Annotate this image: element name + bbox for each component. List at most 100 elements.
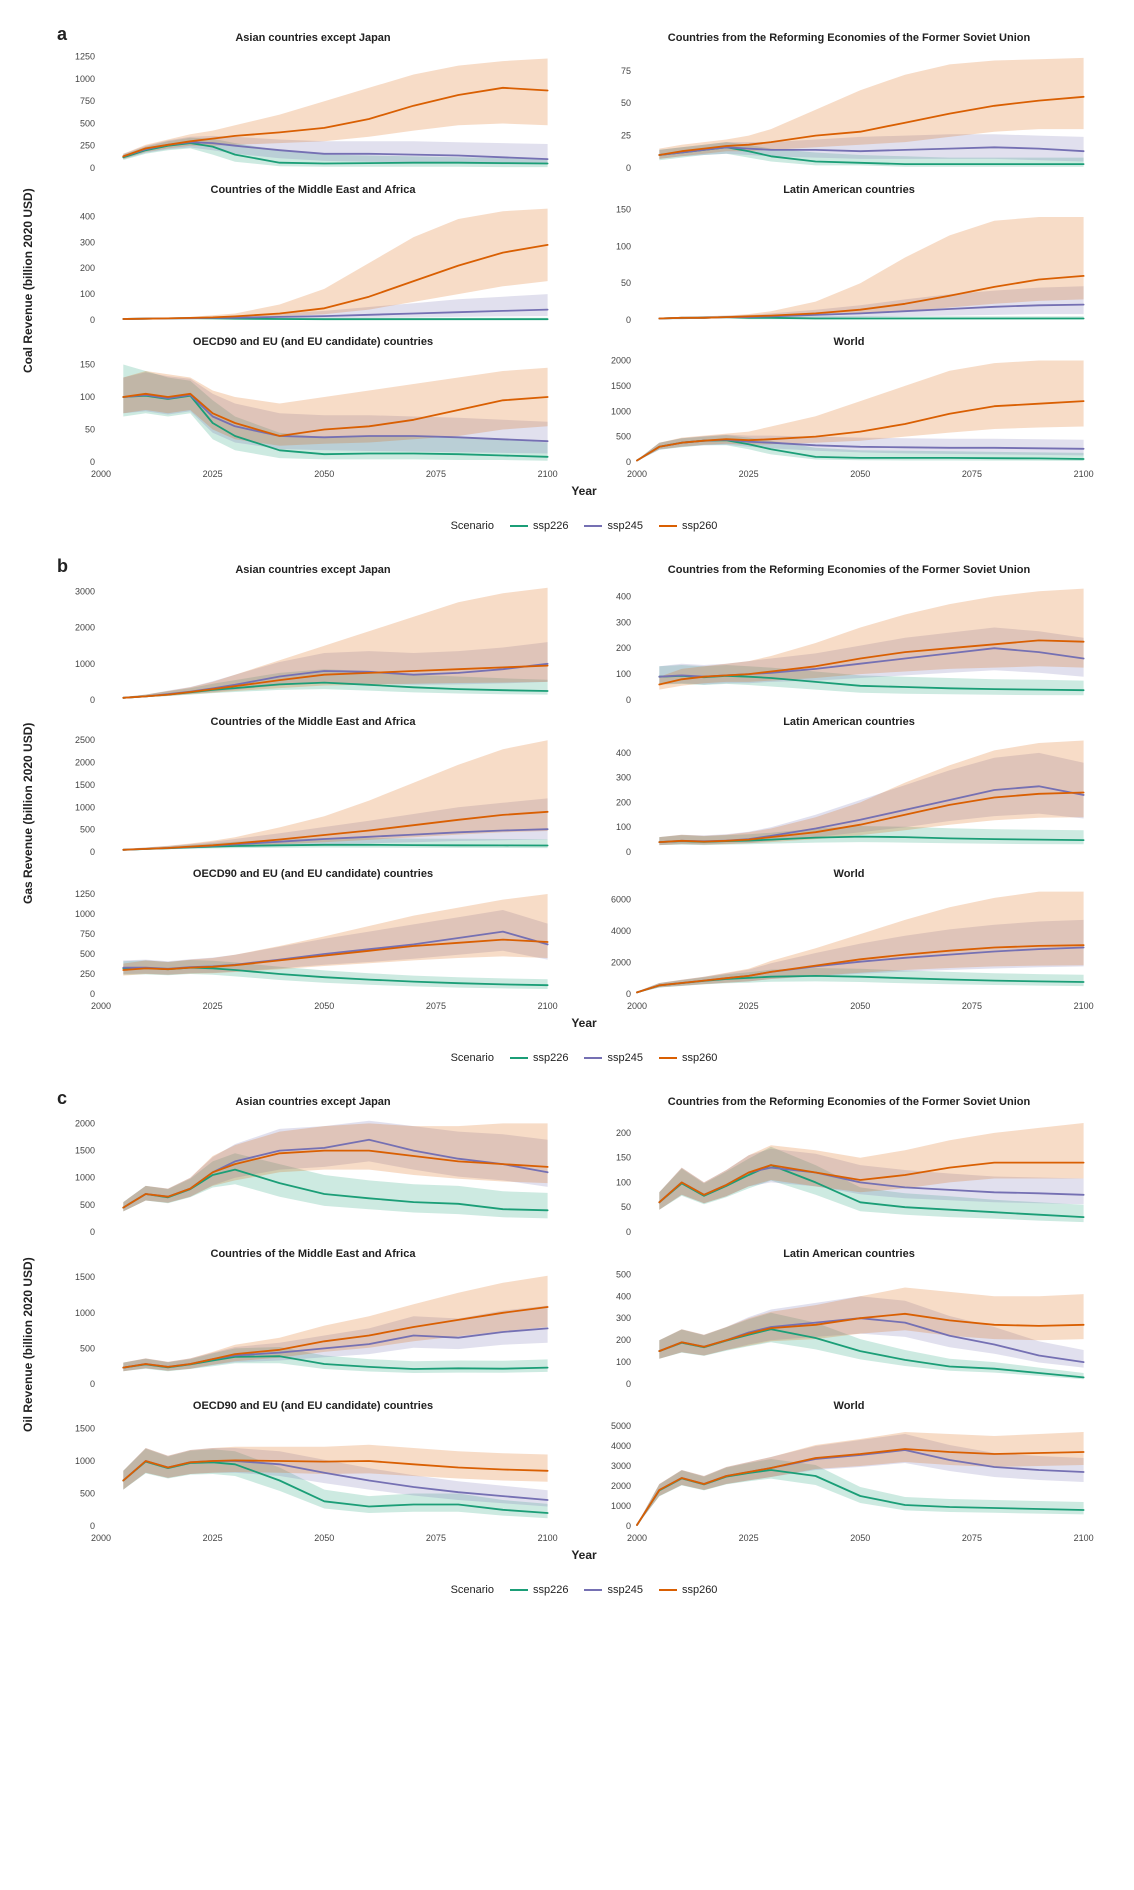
y-tick-label: 3000 [75,586,95,596]
facet-title: Latin American countries [783,716,915,728]
panel-letter: a [57,24,68,44]
x-tick-label: 2075 [962,1001,982,1011]
confidence-band-ssp245 [123,798,548,851]
facet-chart-svg: 0 50 100 150 200 [616,1123,1085,1237]
legend-title: Scenario [450,1052,494,1064]
y-tick-label: 400 [616,748,631,758]
facet-chart-svg: 0 100 200 300 400 500 [616,1269,1085,1389]
line-ssp260 [658,95,1085,156]
facet: OECD90 and EU (and EU candidate) countri… [53,866,573,1014]
y-tick-label: 0 [626,163,631,173]
x-tick-label: 2025 [739,469,759,479]
line-ssp260 [122,810,549,851]
y-tick-label: 0 [90,1379,95,1389]
x-tick-label: 2075 [962,469,982,479]
confidence-band-ssp226 [123,1347,548,1373]
line-ssp260 [658,275,1085,320]
facet-chart-svg: 0 500 1000 1500 [75,1272,549,1389]
y-tick-label: 500 [80,825,95,835]
facet-grid: Asian countries except Japan 0 500 1000 1500… [53,1094,1115,1546]
y-tick-label: 0 [90,989,95,999]
legend-entry-label: ssp260 [681,520,718,532]
y-tick-label: 750 [80,96,95,106]
y-tick-label: 5000 [611,1421,631,1431]
legend-entry-ssp260: ssp260 [658,1584,717,1596]
facet-title: Countries from the Reforming Economies o… [667,1096,1031,1108]
facet: Countries of the Middle East and Africa 0… [53,182,573,330]
facet: Latin American countries 0 50 100 150 [589,182,1109,330]
facet: Countries of the Middle East and Africa 0… [53,714,573,862]
legend-line-swatch [658,1057,677,1059]
confidence-band-ssp245 [123,910,548,975]
x-tick-label: 2000 [91,1001,111,1011]
confidence-band-ssp260 [659,57,1084,159]
legend-line-swatch [509,1057,528,1059]
y-tick-label: 100 [80,289,95,299]
legend-entry-ssp226: ssp226 [509,1584,568,1596]
line-ssp260 [122,664,549,699]
y-tick-label: 0 [90,1521,95,1531]
facet-chart-svg: 0 100 200 300 400 [616,588,1085,705]
x-tick-label: 2050 [314,1001,334,1011]
x-tick-label: 2000 [627,469,647,479]
confidence-band-ssp260 [123,894,548,976]
x-tick-label: 2000 [91,469,111,479]
y-tick-label: 75 [621,66,631,76]
y-tick-label: 6000 [611,894,631,904]
y-tick-label: 0 [626,315,631,325]
y-tick-label: 300 [616,617,631,627]
y-tick-label: 4000 [611,1441,631,1451]
legend-title: Scenario [450,520,494,532]
confidence-band-ssp260 [659,740,1084,846]
y-tick-label: 200 [616,1335,631,1345]
line-ssp260 [122,1306,549,1369]
y-tick-label: 300 [80,237,95,247]
confidence-band-ssp245 [637,1434,1084,1526]
x-tick-label: 2025 [203,1533,223,1543]
y-axis-label: Coal Revenue (billion 2020 USD) [21,188,35,374]
confidence-band-ssp260 [123,587,548,699]
legend-entry-ssp245: ssp245 [584,1052,643,1064]
confidence-band-ssp260 [637,360,1084,461]
y-tick-label: 750 [80,929,95,939]
x-tick-label: 2025 [203,469,223,479]
line-ssp260 [636,400,1085,462]
y-tick-label: 2000 [611,356,631,366]
y-tick-label: 150 [80,360,95,370]
facet-chart-svg: 0 100 200 300 400 [616,740,1085,857]
facet: Asian countries except Japan 0 1000 2000 300… [53,562,573,710]
y-tick-label: 50 [85,425,95,435]
facet-chart-svg: 0 25 50 75 [621,57,1085,173]
legend-entry-ssp260: ssp260 [658,1052,717,1064]
line-ssp260 [122,1459,549,1482]
y-tick-label: 200 [616,797,631,807]
y-tick-label: 4000 [611,926,631,936]
y-tick-label: 0 [626,847,631,857]
facet: Latin American countries 0 100 200 300 400 500 [589,1246,1109,1394]
y-axis-label: Gas Revenue (billion 2020 USD) [21,722,35,904]
confidence-band-ssp226 [659,1146,1084,1223]
confidence-band-ssp245 [123,1448,548,1507]
y-tick-label: 100 [80,392,95,402]
legend: Scenario ssp226 ssp245 ssp260 [53,1584,1115,1596]
confidence-band-ssp260 [659,1287,1084,1359]
line-ssp260 [122,938,549,971]
y-tick-label: 500 [616,1269,631,1279]
facet: World 0 2000 4000 6000 2000 2025 2050 2075 2100 [589,866,1109,1014]
confidence-band-ssp226 [123,1153,548,1219]
y-tick-label: 0 [626,1521,631,1531]
x-tick-label: 2000 [627,1533,647,1543]
legend-line-swatch [584,1057,603,1059]
facet-chart-svg: 0 2000 4000 6000 2000 2025 2050 2075 2100 [611,891,1094,1011]
y-tick-label: 50 [621,98,631,108]
x-tick-label: 2075 [962,1533,982,1543]
y-tick-label: 100 [616,1177,631,1187]
y-tick-label: 300 [616,773,631,783]
facet-title: Asian countries except Japan [235,1096,391,1108]
y-tick-label: 1000 [611,406,631,416]
y-tick-label: 100 [616,241,631,251]
legend-entry-label: ssp226 [532,520,569,532]
legend-entry-label: ssp245 [607,1052,643,1064]
x-tick-label: 2075 [426,469,446,479]
